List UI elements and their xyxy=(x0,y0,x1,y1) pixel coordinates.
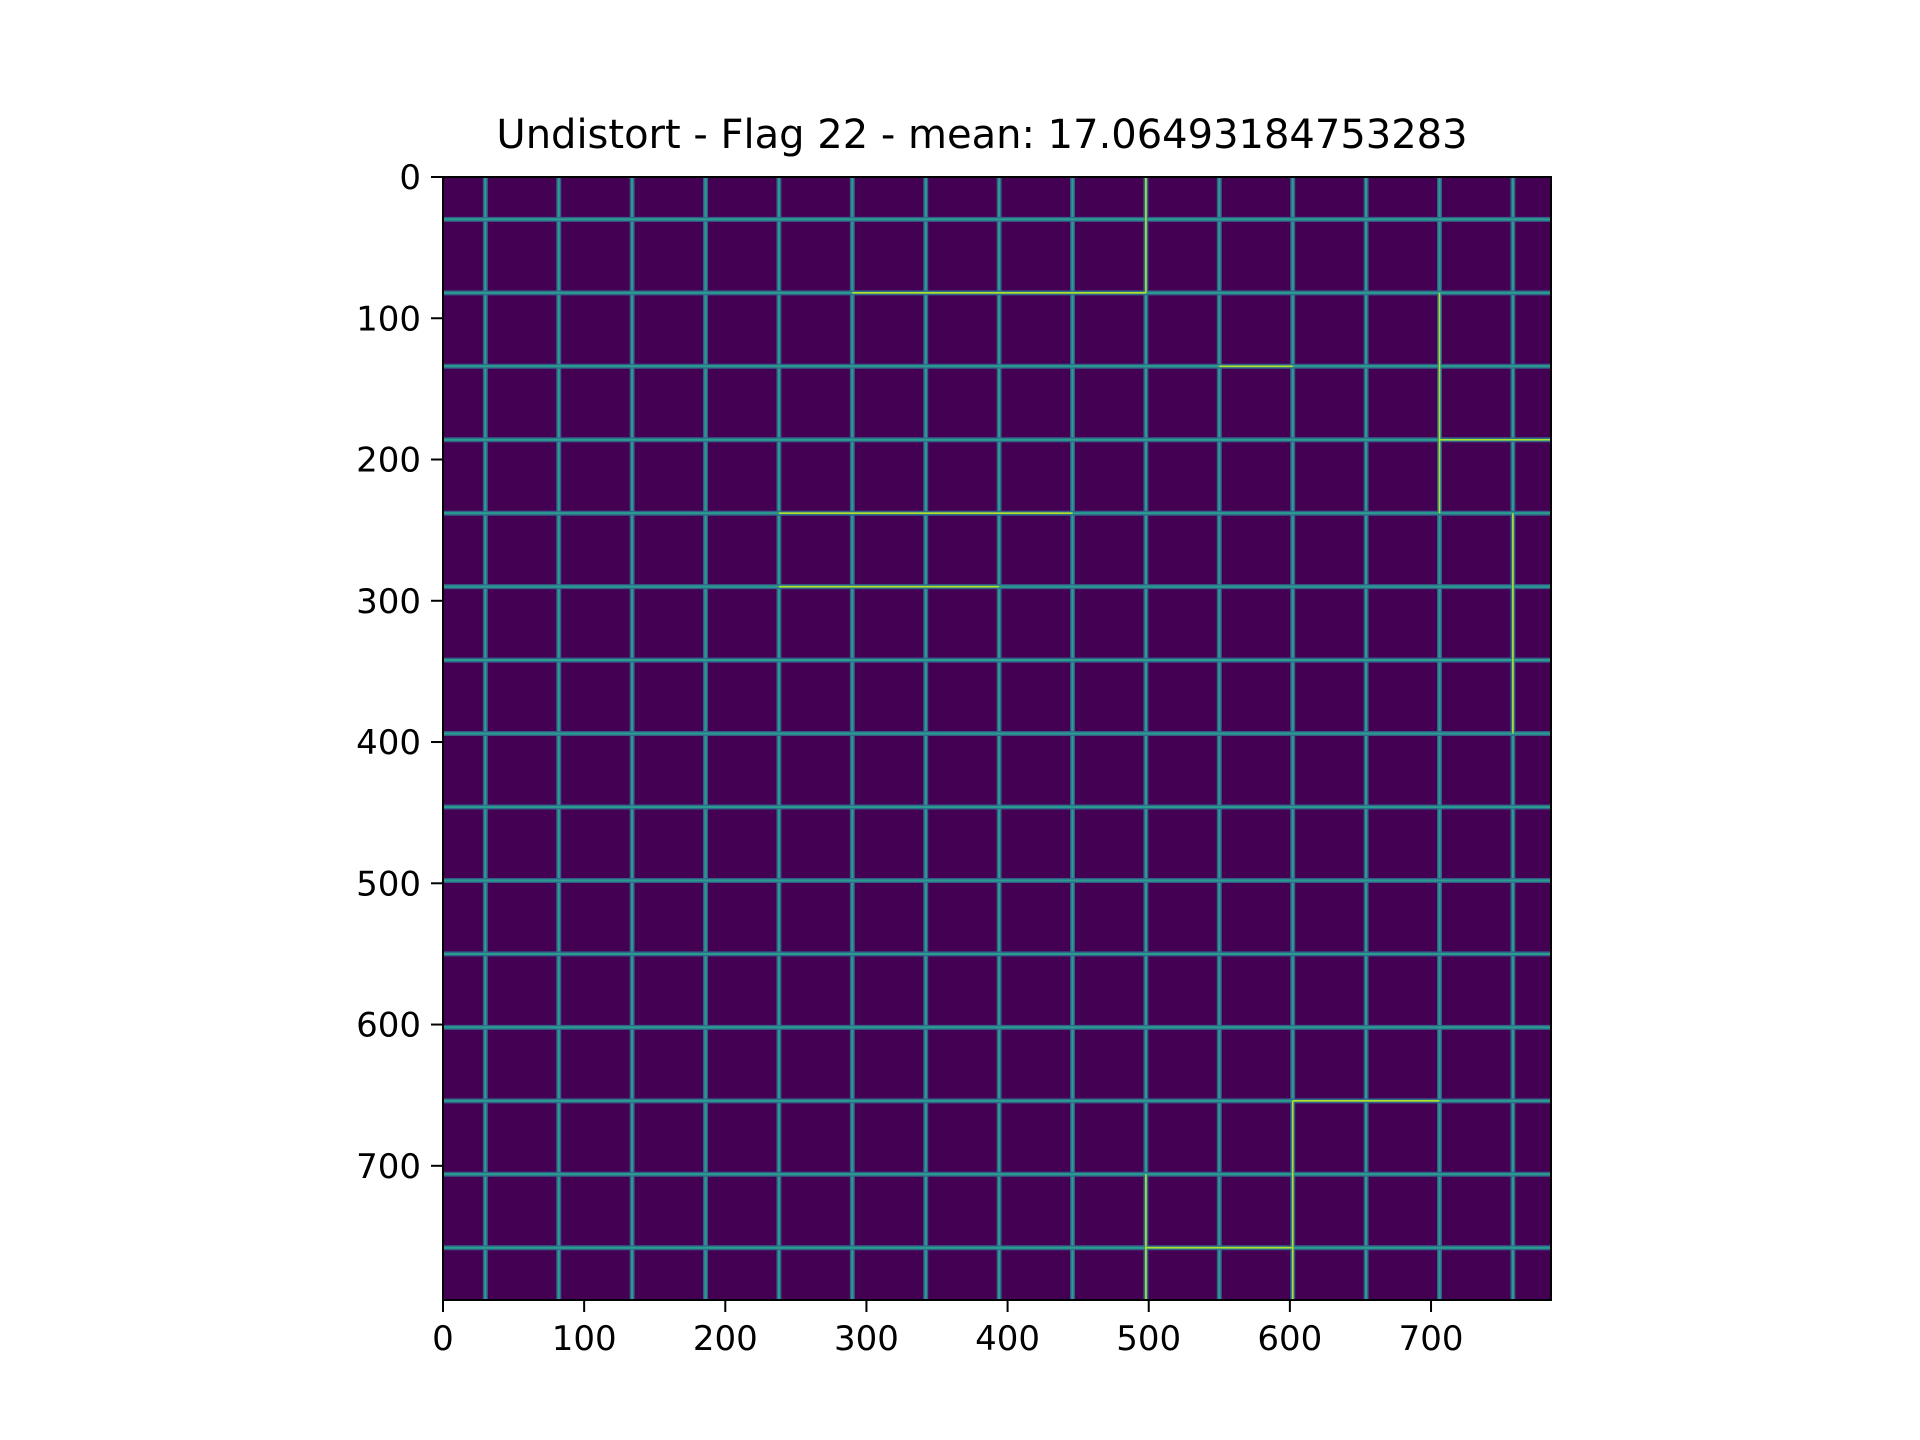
y-axis: 0 100 200 300 400 500 600 700 xyxy=(356,158,443,1187)
y-tick-label-0: 0 xyxy=(399,158,421,198)
y-tick-label-2: 200 xyxy=(356,441,421,481)
plot-area xyxy=(442,176,1552,1301)
x-tick-label-5: 500 xyxy=(1116,1319,1181,1359)
x-tick-label-6: 600 xyxy=(1257,1319,1322,1359)
y-tick-label-6: 600 xyxy=(356,1006,421,1046)
heatmap-image xyxy=(443,177,1551,1300)
x-tick-label-2: 200 xyxy=(693,1319,758,1359)
x-tick-label-4: 400 xyxy=(975,1319,1040,1359)
x-tick-label-1: 100 xyxy=(552,1319,617,1359)
y-tick-label-3: 300 xyxy=(356,582,421,622)
x-tick-label-7: 700 xyxy=(1399,1319,1464,1359)
x-tick-label-3: 300 xyxy=(834,1319,899,1359)
x-tick-label-0: 0 xyxy=(432,1319,454,1359)
chart-title: Undistort - Flag 22 - mean: 17.064931847… xyxy=(496,112,1467,158)
axes-frame xyxy=(442,176,1552,1301)
y-tick-label-7: 700 xyxy=(356,1147,421,1187)
y-tick-label-4: 400 xyxy=(356,723,421,763)
y-tick-label-1: 100 xyxy=(356,299,421,339)
y-tick-label-5: 500 xyxy=(356,864,421,904)
x-axis: 0 100 200 300 400 500 600 700 xyxy=(432,1300,1463,1359)
